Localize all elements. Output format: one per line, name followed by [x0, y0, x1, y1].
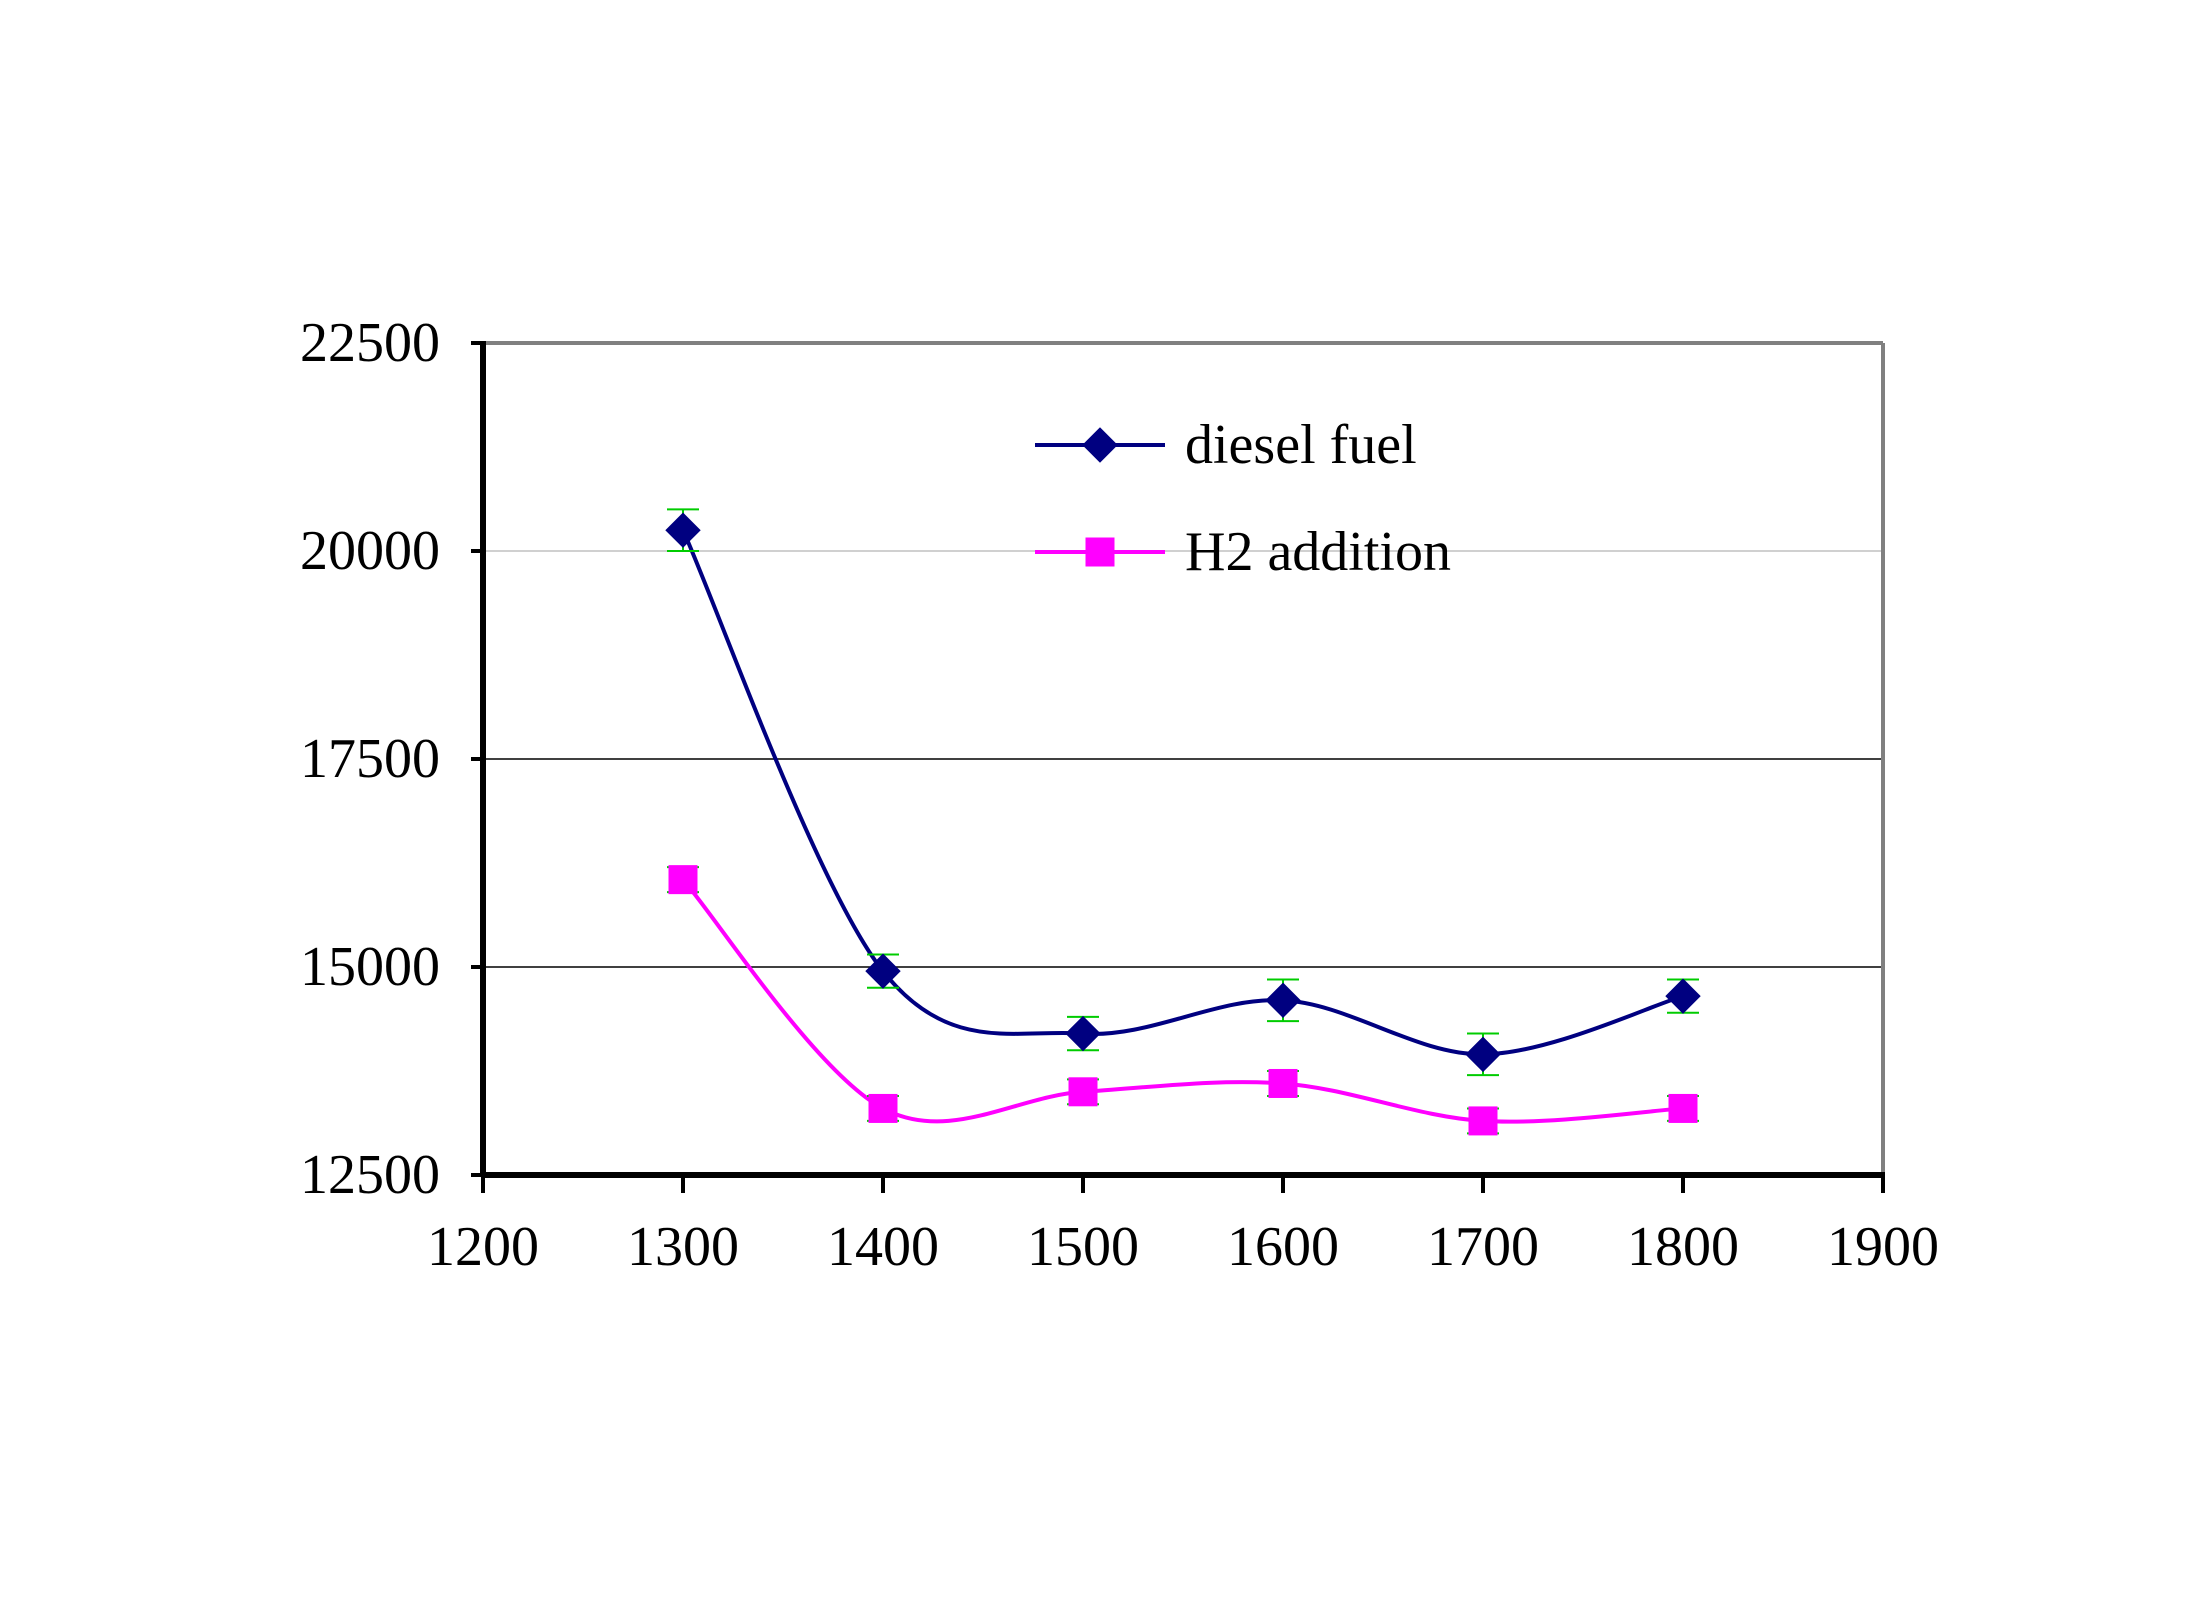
- x-tick-label: 1700: [1427, 1216, 1539, 1278]
- data-point: [1468, 1106, 1498, 1136]
- data-point: [1665, 978, 1701, 1014]
- data-point: [1668, 1093, 1698, 1123]
- series-diesel-fuel: [665, 508, 1701, 1077]
- data-point: [1265, 982, 1301, 1018]
- y-tick-label: 17500: [300, 728, 440, 790]
- x-tick-label: 1400: [827, 1216, 939, 1278]
- axes: 12500 15000 17500 20000 22500 1200 1300 1400 150…: [300, 312, 1939, 1278]
- x-tick-label: 1200: [427, 1216, 539, 1278]
- x-tick-label: 1500: [1027, 1216, 1139, 1278]
- grid-lines: [483, 341, 1883, 968]
- series-line: [681, 878, 1684, 1124]
- data-point: [1465, 1036, 1501, 1073]
- data-point: [1068, 1077, 1098, 1107]
- data-point: [865, 953, 901, 989]
- legend-label: H2 addition: [1185, 521, 1451, 583]
- x-tick-label: 1900: [1827, 1216, 1939, 1278]
- legend-marker: [1082, 427, 1118, 463]
- y-tick-label: 20000: [300, 520, 440, 582]
- y-tick-label: 15000: [300, 936, 440, 998]
- series-h2-addition: [667, 865, 1699, 1136]
- data-point: [668, 865, 698, 895]
- legend-item: diesel fuel: [1035, 414, 1417, 476]
- y-tick-label: 22500: [300, 312, 440, 374]
- series-group: [665, 508, 1701, 1136]
- data-point: [665, 512, 701, 548]
- legend-marker: [1085, 537, 1115, 567]
- data-point: [1065, 1015, 1101, 1052]
- legend: diesel fuel H2 addition: [1035, 414, 1451, 583]
- x-tick-label: 1300: [627, 1216, 739, 1278]
- x-tick-label: 1800: [1627, 1216, 1739, 1278]
- legend-label: diesel fuel: [1185, 414, 1417, 476]
- data-point: [1268, 1068, 1298, 1098]
- x-tick-label: 1600: [1227, 1216, 1339, 1278]
- y-tick-label: 12500: [300, 1144, 440, 1206]
- legend-item: H2 addition: [1035, 521, 1451, 583]
- data-point: [868, 1093, 898, 1123]
